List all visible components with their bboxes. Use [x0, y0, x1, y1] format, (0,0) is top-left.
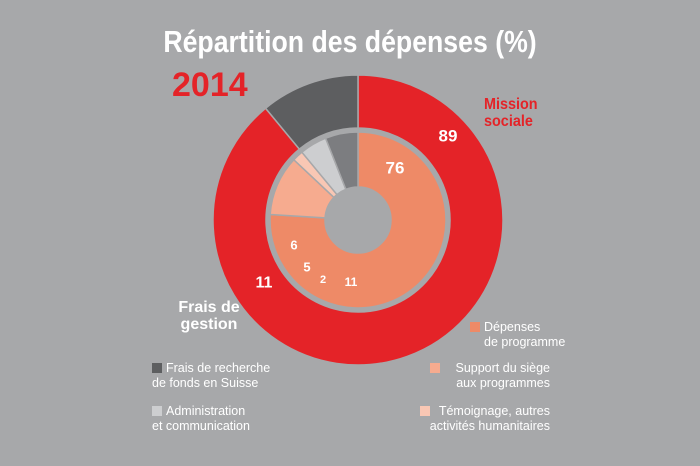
outer-slice-frais-de-gestion [264, 74, 359, 151]
chart-title: Répartition des dépenses (%) [163, 24, 537, 59]
outer-value-mission-sociale: 89 [439, 127, 458, 146]
legend-swatch [430, 363, 440, 373]
inner-value-administration-et-communication: 5 [303, 260, 310, 275]
legend-text-line-1: Frais de recherche [166, 361, 271, 375]
legend-text-line-1: Dépenses [484, 320, 541, 334]
legend-swatch [152, 406, 162, 416]
mission-label-line-1: Mission [484, 96, 538, 113]
frais-label-line-1: Frais de [178, 299, 240, 316]
inner-slice-depenses-de-programme [269, 131, 447, 309]
frais-gestion-label: Frais de gestion [166, 299, 252, 333]
mission-label-line-2: sociale [484, 113, 533, 130]
legend-text-line-2: de fonds en Suisse [152, 376, 259, 390]
legend-depenses: Dépenses de programme [470, 320, 565, 350]
legend-text-line-2: et communication [152, 419, 250, 433]
inner-value-frais-de-recherche-de-fonds-en-suisse: 6 [290, 238, 297, 253]
legend-temoignage: Témoignage, autres activités humanitaire… [410, 404, 550, 434]
legend-swatch [152, 363, 162, 373]
outer-value-frais-de-gestion: 11 [256, 275, 273, 292]
legend-text-line-2: activités humanitaires [429, 419, 550, 433]
inner-value-depenses-de-programme: 76 [386, 159, 405, 178]
chart-year: 2014 [172, 66, 248, 104]
legend-administration: Administration et communication [152, 404, 250, 434]
legend-frais-recherche: Frais de recherche de fonds en Suisse [152, 361, 270, 391]
frais-label-line-2: gestion [180, 316, 238, 333]
legend-text-line-2: de programme [484, 335, 566, 349]
legend-text-line-1: Témoignage, autres [438, 404, 550, 418]
legend-text-line-1: Support du siège [455, 361, 550, 375]
outer-slice-mission-sociale [212, 74, 504, 366]
legend-swatch [470, 322, 480, 332]
legend-text-line-1: Administration [166, 404, 246, 418]
legend-swatch [420, 406, 430, 416]
inner-value-temoignage-autres-activites-humanitaires: 2 [320, 274, 326, 286]
mission-sociale-label: Mission sociale [484, 96, 538, 130]
legend-support: Support du siège aux programmes [420, 361, 550, 391]
inner-value-support-du-siege-aux-programmes: 11 [345, 275, 358, 289]
inner-slice-frais-de-recherche-de-fonds-en-suisse [324, 131, 359, 191]
legend-text-line-2: aux programmes [456, 376, 550, 390]
